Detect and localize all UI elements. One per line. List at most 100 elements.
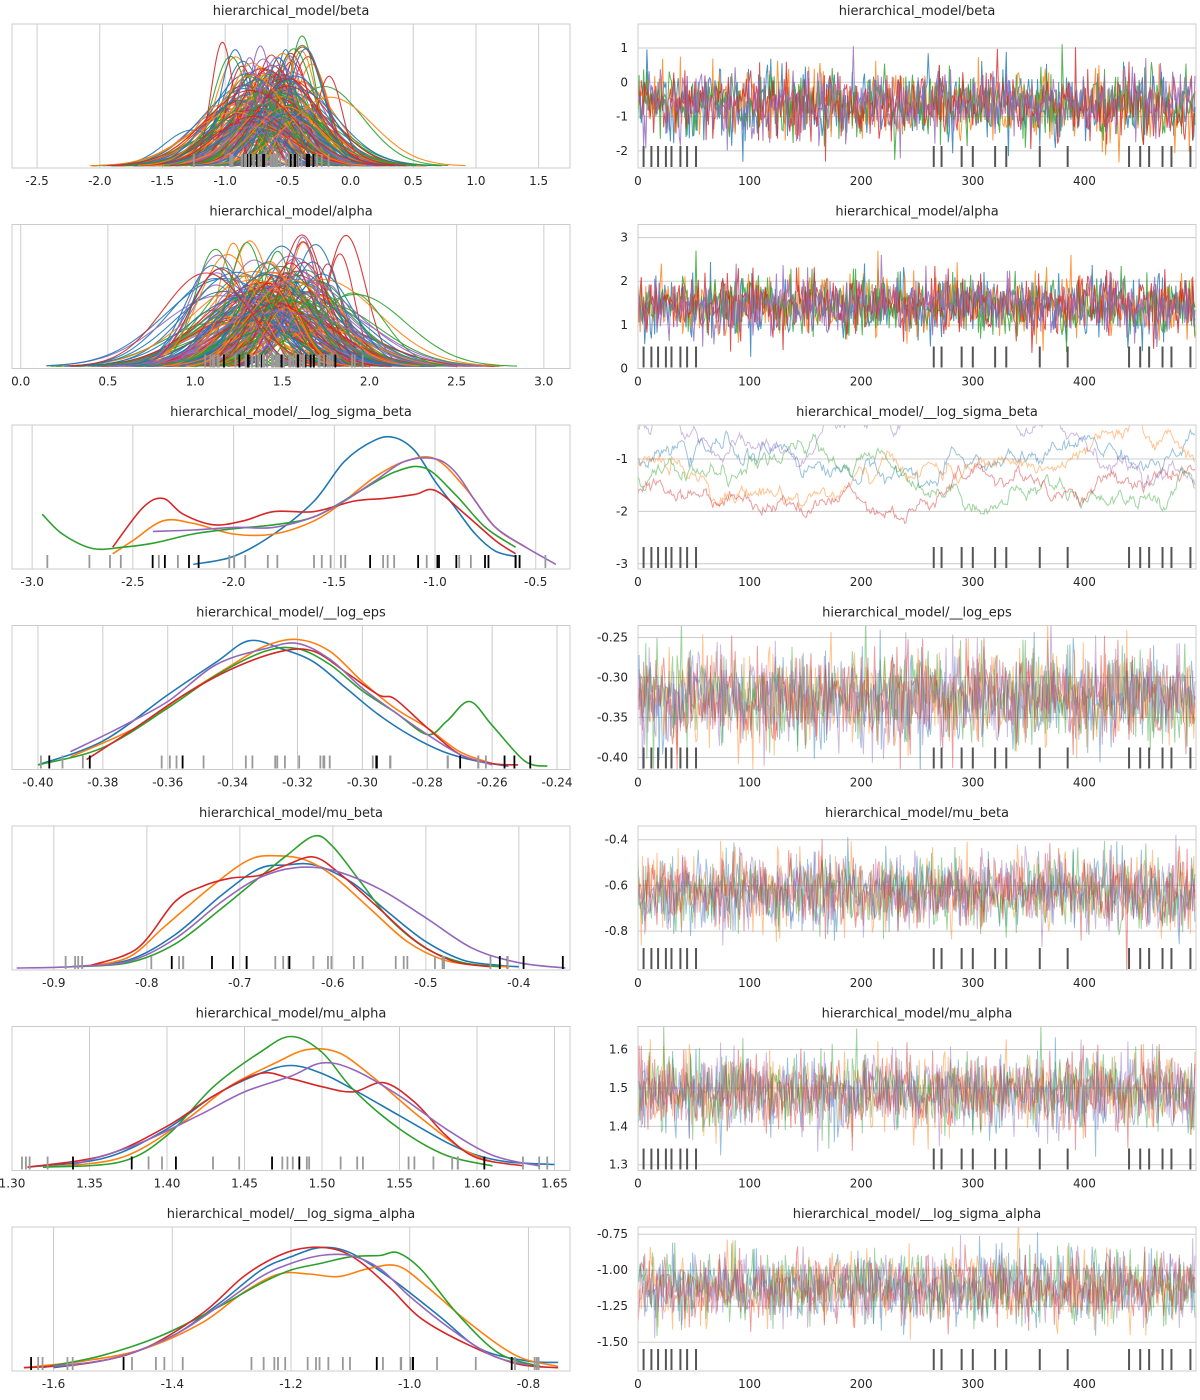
kde-x-tick-label: -0.32 <box>282 776 313 790</box>
trace-chain-1 <box>638 425 1196 508</box>
kde-x-tick-label: 1.45 <box>231 1177 258 1191</box>
trace-x-tick-label: 200 <box>850 1177 873 1191</box>
trace-panel-title: hierarchical_model/__log_sigma_alpha <box>793 1207 1041 1222</box>
kde-x-tick-label: -0.5 <box>414 976 437 990</box>
kde-curve <box>252 302 362 367</box>
trace-panel-6: hierarchical_model/__log_sigma_alpha -0.7… <box>597 1207 1197 1391</box>
kde-x-tick-label: 3.0 <box>534 375 553 389</box>
trace-y-tick-label: -0.25 <box>597 631 628 645</box>
trace-chain-0 <box>638 1232 1196 1336</box>
kde-x-tick-label: 1.55 <box>386 1177 413 1191</box>
trace-chain-0 <box>638 428 1196 488</box>
trace-chain-1 <box>638 625 1196 770</box>
kde-panel-frame <box>11 1226 571 1372</box>
trace-panel-3: hierarchical_model/__log_eps -0.25 -0.30 -0… <box>597 606 1197 790</box>
kde-x-tick-label: -0.34 <box>217 776 248 790</box>
trace-y-tick-label: 2 <box>620 274 628 288</box>
kde-curve <box>183 106 390 167</box>
kde-curve-chain-4 <box>16 866 566 969</box>
trace-y-tick-label: 0 <box>620 362 628 376</box>
kde-panel-frame <box>11 1026 571 1171</box>
kde-curve-chain-1 <box>112 456 527 555</box>
kde-curve <box>223 109 394 167</box>
trace-x-tick-label: 200 <box>850 776 873 790</box>
trace-x-tick-label: 200 <box>850 575 873 589</box>
trace-chain-3 <box>638 1042 1196 1151</box>
kde-x-tick-label: -0.6 <box>321 976 344 990</box>
trace-chain-3 <box>638 265 1196 353</box>
trace-chain-4 <box>638 625 1196 770</box>
trace-panel-title: hierarchical_model/alpha <box>835 205 998 220</box>
kde-x-tick-label: -1.2 <box>279 1377 302 1391</box>
kde-panel-title: hierarchical_model/__log_sigma_beta <box>170 405 412 420</box>
trace-y-tick-label: -1.50 <box>597 1335 628 1349</box>
trace-x-tick-label: 300 <box>961 976 984 990</box>
trace-x-tick-label: 200 <box>850 976 873 990</box>
trace-y-tick-label: 1.3 <box>609 1158 628 1172</box>
trace-y-tick-label: -2 <box>616 144 628 158</box>
kde-x-tick-label: -0.26 <box>477 776 508 790</box>
kde-x-tick-label: 0.0 <box>11 375 30 389</box>
kde-panel-2: hierarchical_model/__log_sigma_beta -3.0 -… <box>11 405 571 589</box>
trace-chain-0 <box>638 629 1196 770</box>
kde-x-tick-label: 1.65 <box>541 1177 568 1191</box>
kde-x-tick-label: 1.35 <box>76 1177 103 1191</box>
kde-curve <box>198 125 306 167</box>
trace-chain-1 <box>638 1039 1196 1150</box>
trace-x-tick-label: 100 <box>738 976 761 990</box>
trace-y-tick-label: 3 <box>620 231 628 245</box>
trace-panel-frame <box>637 1226 1197 1372</box>
kde-curve <box>125 273 408 367</box>
trace-lines <box>638 834 1196 970</box>
kde-curve <box>136 299 445 367</box>
kde-curve-chain-2 <box>41 465 517 551</box>
trace-chain-4 <box>638 254 1196 348</box>
trace-x-tick-label: 400 <box>1073 776 1096 790</box>
kde-x-tick-label: -1.0 <box>213 174 236 188</box>
trace-lines <box>638 625 1196 770</box>
kde-x-tick-label: -1.6 <box>42 1377 65 1391</box>
trace-y-tick-label: -1.25 <box>597 1299 628 1313</box>
trace-y-tick-label: 1.4 <box>609 1119 628 1133</box>
trace-panel-frame <box>637 825 1197 971</box>
trace-lines <box>638 1227 1196 1340</box>
kde-panel-title: hierarchical_model/mu_alpha <box>196 1007 387 1022</box>
trace-x-tick-label: 100 <box>738 1177 761 1191</box>
kde-x-tick-label: 1.40 <box>154 1177 181 1191</box>
trace-chain-3 <box>638 47 1196 162</box>
trace-x-tick-label: 0 <box>634 1377 642 1391</box>
kde-x-tick-label: -0.9 <box>42 976 65 990</box>
kde-curve <box>221 45 300 166</box>
kde-panel-3: hierarchical_model/__log_eps -0.40 -0.38 -0… <box>11 606 573 790</box>
kde-curve <box>123 103 354 167</box>
trace-x-tick-label: 100 <box>738 375 761 389</box>
trace-lines <box>638 1026 1196 1157</box>
kde-x-tick-label: -0.8 <box>135 976 158 990</box>
trace-x-tick-label: 300 <box>961 776 984 790</box>
trace-y-tick-label: -1.00 <box>597 1263 628 1277</box>
trace-chain-1 <box>638 1227 1196 1340</box>
trace-chain-3 <box>638 838 1196 970</box>
kde-curve <box>218 52 347 166</box>
kde-curve-chain-2 <box>41 1251 541 1369</box>
kde-x-tick-label: -1.4 <box>161 1377 184 1391</box>
trace-y-tick-label: 1 <box>620 318 628 332</box>
kde-x-tick-label: 1.0 <box>186 375 205 389</box>
kde-x-tick-label: -0.28 <box>412 776 443 790</box>
kde-curve-chain-3 <box>90 856 492 968</box>
trace-panel-title: hierarchical_model/beta <box>839 4 996 19</box>
kde-x-tick-label: -0.5 <box>276 174 299 188</box>
kde-x-tick-label: -0.8 <box>517 1377 540 1391</box>
trace-panel-4: hierarchical_model/mu_beta -0.4 -0.6 -0.8 0 1… <box>605 806 1197 990</box>
trace-x-tick-label: 300 <box>961 1177 984 1191</box>
trace-lines <box>638 250 1196 357</box>
trace-chain-3 <box>638 635 1196 770</box>
kde-panel-1: hierarchical_model/alpha 0.0 0.5 1.0 1.5 2.0 2… <box>11 205 571 389</box>
kde-x-tick-label: 0.5 <box>98 375 117 389</box>
trace-x-tick-label: 100 <box>738 575 761 589</box>
trace-chain-3 <box>638 1244 1196 1335</box>
trace-panel-title: hierarchical_model/__log_eps <box>822 606 1012 621</box>
trace-x-tick-label: 200 <box>850 1377 873 1391</box>
trace-chain-3 <box>638 461 1196 525</box>
kde-x-tick-label: 1.5 <box>273 375 292 389</box>
